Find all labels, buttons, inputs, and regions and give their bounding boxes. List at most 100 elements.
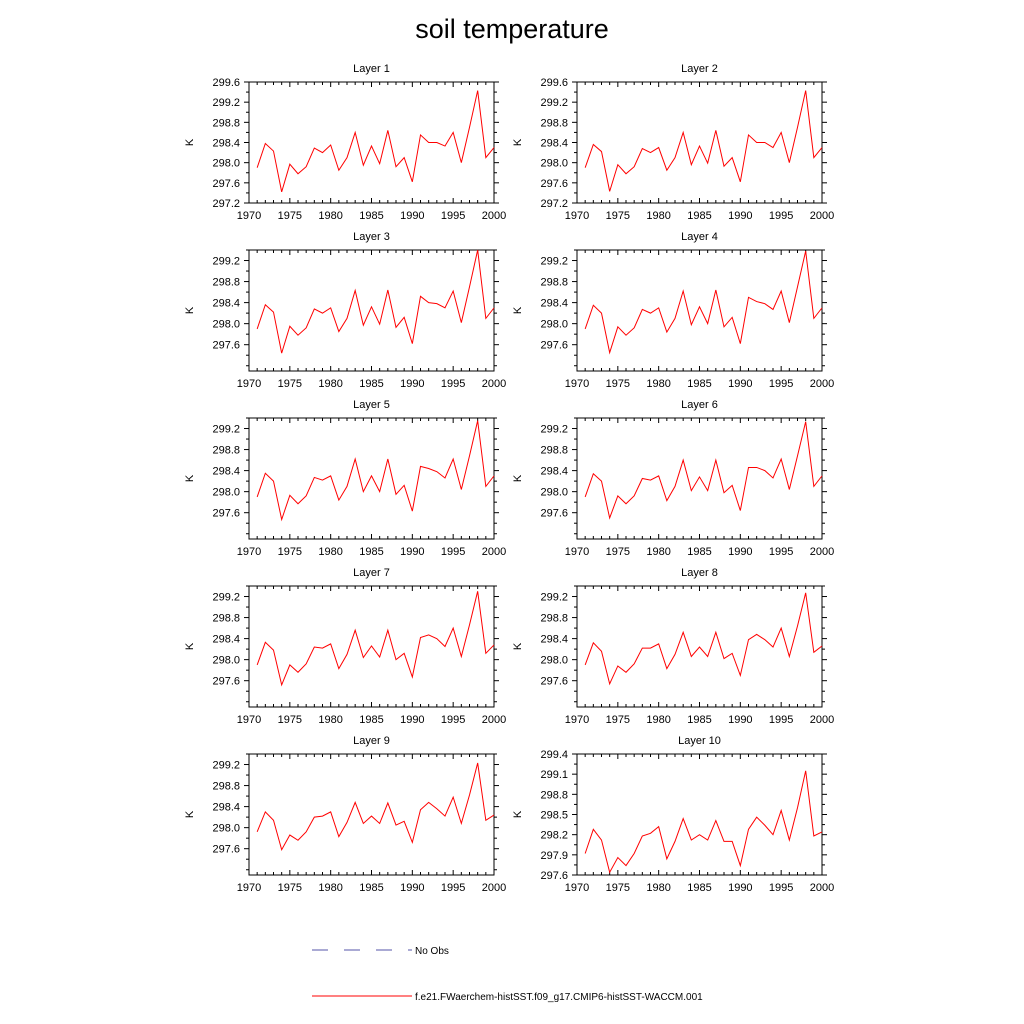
y-tick-label: 298.8 (540, 277, 568, 289)
y-tick-label: 299.4 (540, 749, 568, 761)
y-tick-label: 299.6 (212, 77, 240, 89)
y-tick-label: 297.6 (212, 340, 240, 352)
y-tick-label: 298.5 (540, 810, 568, 822)
x-tick-label: 1995 (769, 210, 793, 222)
y-tick-label: 297.6 (212, 178, 240, 190)
y-tick-label: 299.2 (212, 424, 240, 436)
y-tick-label: 297.6 (212, 508, 240, 520)
y-tick-label: 298.4 (540, 634, 568, 646)
plot-frame (248, 753, 495, 876)
plot-frame (248, 81, 495, 204)
y-tick-label: 298.8 (540, 789, 568, 801)
x-tick-label: 1980 (646, 714, 670, 726)
y-tick-label: 299.2 (212, 760, 240, 772)
chart-panel-2: Layer 2 K 1970 1975 1980 1985 1990 1995 2000 297.… (512, 63, 834, 222)
series-line-1 (256, 90, 495, 193)
x-tick-label: 1990 (728, 882, 752, 894)
plot-frame (576, 249, 823, 372)
x-tick-label: 1975 (606, 882, 630, 894)
y-tick-label: 298.0 (212, 823, 240, 835)
x-tick-label: 2000 (810, 546, 834, 558)
x-tick-label: 1995 (441, 210, 465, 222)
x-tick-label: 1980 (646, 210, 670, 222)
x-tick-label: 2000 (810, 378, 834, 390)
y-tick-label: 297.2 (540, 198, 568, 210)
y-tick-label: 299.2 (540, 256, 568, 268)
y-tick-label: 298.8 (212, 613, 240, 625)
chart-panel-4: Layer 4 K 1970 1975 1980 1985 1990 1995 2000 297.… (512, 231, 834, 390)
y-tick-label: 298.0 (540, 319, 568, 331)
x-tick-label: 1995 (769, 714, 793, 726)
y-tick-label: 299.2 (212, 592, 240, 604)
panel-title: Layer 8 (681, 567, 718, 579)
y-tick-label: 298.2 (540, 830, 568, 842)
x-tick-label: 1975 (278, 882, 302, 894)
chart-panel-8: Layer 8 K 1970 1975 1980 1985 1990 1995 2000 297.… (512, 567, 834, 726)
x-tick-label: 1990 (728, 210, 752, 222)
x-tick-label: 1995 (441, 378, 465, 390)
x-tick-label: 2000 (810, 210, 834, 222)
x-tick-label: 1970 (237, 378, 261, 390)
x-tick-label: 1985 (687, 210, 711, 222)
panel-title: Layer 1 (353, 63, 390, 75)
panel-title: Layer 9 (353, 735, 390, 747)
x-tick-label: 1980 (646, 882, 670, 894)
y-axis-label: K (184, 810, 196, 818)
x-tick-label: 1975 (606, 210, 630, 222)
x-tick-label: 2000 (482, 714, 506, 726)
y-axis-label: K (184, 306, 196, 314)
y-tick-label: 298.0 (540, 655, 568, 667)
y-tick-label: 298.4 (212, 802, 240, 814)
x-tick-label: 1985 (359, 378, 383, 390)
y-tick-label: 297.6 (540, 676, 568, 688)
x-tick-label: 1985 (687, 882, 711, 894)
y-tick-label: 297.9 (540, 850, 568, 862)
y-tick-label: 298.8 (540, 445, 568, 457)
x-tick-label: 1990 (400, 546, 424, 558)
x-tick-label: 1970 (565, 210, 589, 222)
y-tick-label: 299.2 (212, 97, 240, 109)
y-axis-label: K (512, 306, 524, 314)
x-tick-label: 1980 (318, 378, 342, 390)
x-tick-label: 2000 (482, 378, 506, 390)
x-tick-label: 1970 (237, 210, 261, 222)
y-tick-label: 298.4 (212, 634, 240, 646)
series-line-1 (584, 421, 823, 520)
x-tick-label: 1985 (359, 210, 383, 222)
chart-panel-3: Layer 3 K 1970 1975 1980 1985 1990 1995 2000 297.… (184, 231, 506, 390)
y-tick-label: 298.0 (540, 487, 568, 499)
x-tick-label: 1990 (400, 378, 424, 390)
x-tick-label: 1990 (728, 714, 752, 726)
y-tick-label: 298.4 (540, 138, 568, 150)
y-tick-label: 297.2 (212, 198, 240, 210)
x-tick-label: 1985 (359, 882, 383, 894)
y-tick-label: 298.8 (540, 613, 568, 625)
y-tick-label: 298.0 (212, 655, 240, 667)
panel-title: Layer 10 (678, 735, 721, 747)
x-tick-label: 1975 (278, 210, 302, 222)
x-tick-label: 1970 (565, 882, 589, 894)
x-tick-label: 1980 (646, 546, 670, 558)
plot-frame (576, 417, 823, 540)
x-tick-label: 1995 (441, 714, 465, 726)
x-tick-label: 2000 (810, 714, 834, 726)
x-tick-label: 1975 (278, 378, 302, 390)
x-tick-label: 1995 (769, 378, 793, 390)
y-tick-label: 297.6 (212, 844, 240, 856)
y-tick-label: 298.8 (212, 117, 240, 129)
x-tick-label: 2000 (810, 882, 834, 894)
series-line-1 (256, 249, 495, 354)
plot-frame (248, 417, 495, 540)
y-tick-label: 297.6 (212, 676, 240, 688)
y-tick-label: 299.2 (212, 256, 240, 268)
y-tick-label: 298.4 (540, 466, 568, 478)
panel-title: Layer 6 (681, 399, 718, 411)
chart-panel-5: Layer 5 K 1970 1975 1980 1985 1990 1995 2000 297.… (184, 399, 506, 558)
y-axis-label: K (512, 810, 524, 818)
y-tick-label: 298.8 (212, 781, 240, 793)
y-tick-label: 298.0 (212, 319, 240, 331)
chart-panel-10: Layer 10 K 1970 1975 1980 1985 1990 1995 2000 297… (512, 735, 834, 894)
y-tick-label: 298.0 (212, 487, 240, 499)
x-tick-label: 1985 (687, 378, 711, 390)
panel-title: Layer 7 (353, 567, 390, 579)
